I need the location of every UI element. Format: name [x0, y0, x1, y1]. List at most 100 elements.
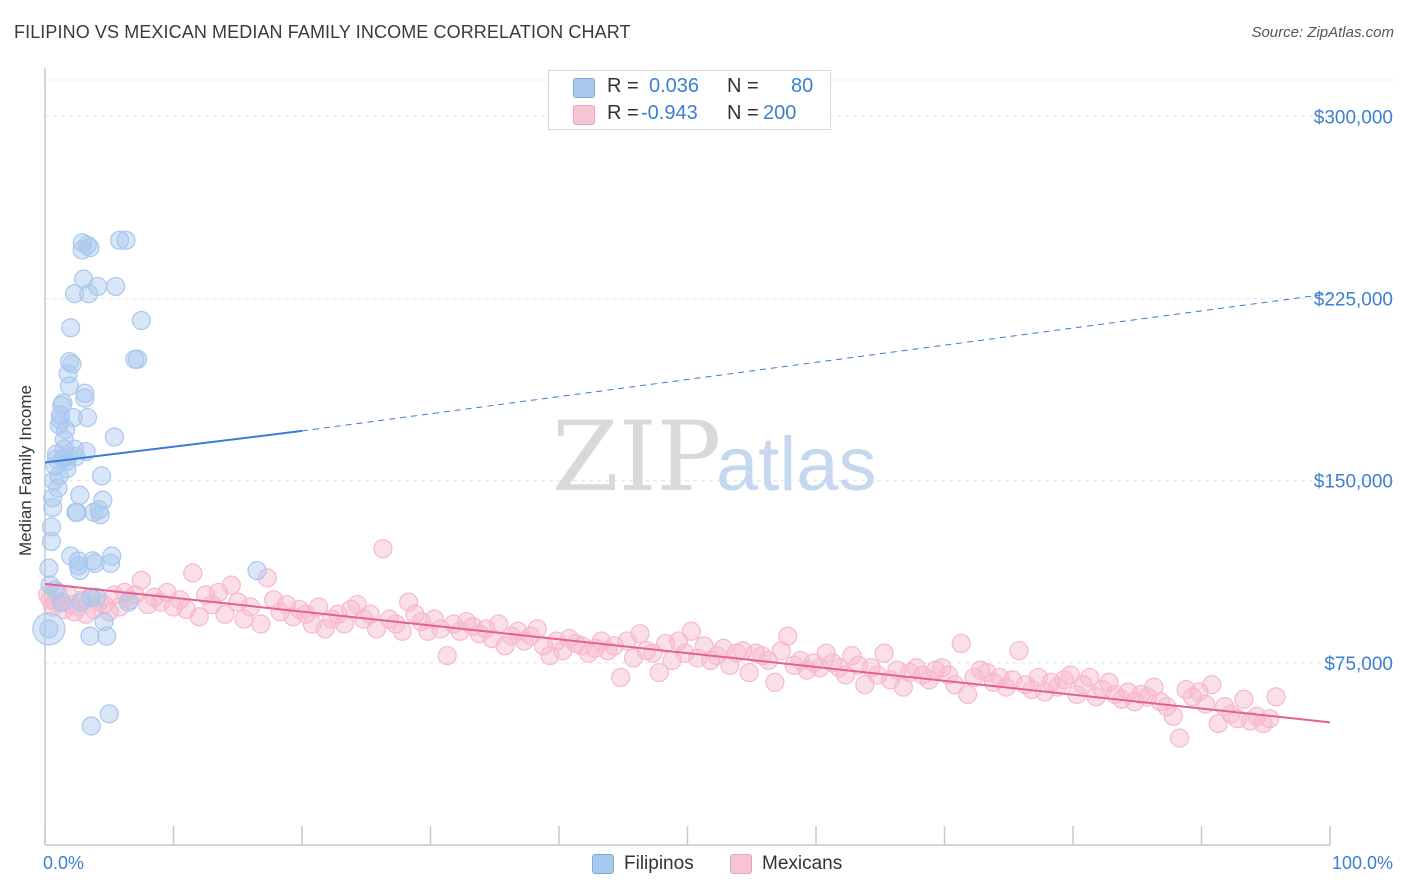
data-point-filipinos	[43, 497, 63, 518]
data-point-filipinos	[102, 546, 122, 566]
watermark-atlas: atlas	[716, 422, 877, 507]
data-point-mexicans	[945, 675, 965, 695]
data-point-mexicans	[1170, 728, 1190, 748]
data-point-filipinos	[59, 376, 80, 396]
data-point-mexicans	[221, 575, 241, 595]
data-point-mexicans	[951, 633, 971, 654]
data-point-filipinos	[75, 383, 95, 403]
legend-r-value: -0.943	[641, 102, 698, 124]
data-point-filipinos	[70, 485, 90, 505]
data-point-mexicans	[1163, 706, 1183, 726]
data-point-mexicans	[1073, 675, 1093, 695]
legend-label-mexicans: Mexicans	[762, 853, 843, 874]
data-point-mexicans	[611, 667, 631, 688]
data-point-mexicans	[842, 645, 862, 666]
source-label: Source: ZipAtlas.com	[1251, 24, 1394, 41]
data-point-filipinos	[104, 427, 124, 447]
chart-title: FILIPINO VS MEXICAN MEDIAN FAMILY INCOME…	[14, 22, 631, 42]
data-point-mexicans	[816, 643, 836, 663]
y-tick-label: $225,000	[1314, 290, 1393, 311]
data-point-filipinos	[67, 502, 87, 522]
data-point-filipinos	[118, 592, 139, 612]
data-point-filipinos	[77, 407, 98, 428]
trend-lines	[44, 293, 1331, 724]
data-point-filipinos	[90, 505, 110, 525]
data-point-filipinos	[71, 592, 91, 612]
data-point-filipinos	[88, 276, 108, 297]
legend-swatch-filipinos	[592, 854, 614, 874]
watermark: ZIP atlas	[552, 401, 877, 513]
data-point-mexicans	[591, 631, 612, 651]
data-point-mexicans	[202, 594, 222, 615]
data-point-mexicans	[1060, 665, 1081, 685]
data-point-mexicans	[739, 662, 759, 683]
data-point-mexicans	[450, 621, 470, 641]
data-point-mexicans	[964, 667, 984, 688]
data-point-mexicans	[386, 614, 406, 634]
data-point-filipinos	[55, 420, 76, 440]
data-point-mexicans	[431, 619, 451, 639]
data-point-filipinos	[62, 354, 82, 374]
data-point-mexicans	[938, 665, 958, 685]
legend-label-filipinos: Filipinos	[624, 853, 694, 874]
data-point-mexicans	[495, 636, 515, 656]
series-legend: Filipinos Mexicans	[0, 852, 1406, 878]
data-point-filipinos	[247, 560, 267, 581]
data-point-mexicans	[215, 604, 235, 624]
gridlines	[45, 79, 1395, 664]
data-point-filipinos	[41, 517, 62, 537]
trend-line-mexicans	[44, 582, 1331, 724]
data-point-filipinos	[93, 490, 113, 510]
legend-r-label: R =	[607, 102, 639, 124]
legend-n-label: N =	[727, 75, 759, 97]
legend-r-value: 0.036	[649, 75, 700, 97]
data-point-mexicans	[681, 621, 701, 641]
data-point-mexicans	[977, 662, 997, 683]
data-point-filipinos	[99, 704, 119, 724]
data-point-filipinos	[109, 230, 130, 250]
data-point-filipinos	[39, 558, 59, 578]
data-point-filipinos	[66, 446, 86, 467]
x-tick-labels: 0.0% 100.0%	[43, 853, 1393, 873]
data-point-mexicans	[437, 645, 457, 666]
data-point-mexicans	[257, 568, 277, 588]
data-point-filipinos	[63, 407, 83, 428]
data-point-filipinos	[53, 393, 73, 413]
data-point-mexicans	[720, 655, 740, 675]
data-point-filipinos	[77, 235, 98, 255]
y-tick-label: $75,000	[1324, 654, 1393, 675]
data-point-filipinos	[41, 531, 62, 552]
data-point-filipinos	[81, 716, 101, 736]
data-point-mexicans	[874, 643, 894, 663]
data-point-mexicans	[630, 624, 650, 644]
legend-swatch-mexicans	[573, 105, 595, 125]
data-point-filipinos	[43, 488, 63, 508]
data-point-mexicans	[1080, 667, 1100, 688]
data-point-filipinos	[100, 553, 121, 573]
data-point-filipinos	[39, 619, 59, 639]
x-tick-label: 0.0%	[43, 853, 84, 873]
data-point-mexicans	[228, 592, 248, 612]
data-point-mexicans	[1266, 687, 1286, 707]
correlation-legend: R = 0.036 N = 80 R = -0.943 N = 200	[548, 70, 831, 130]
legend-r-label: R =	[607, 75, 639, 97]
data-point-mexicans	[855, 675, 875, 695]
data-point-filipinos	[116, 230, 136, 250]
data-point-mexicans	[1234, 689, 1254, 709]
data-point-filipinos	[94, 611, 114, 632]
data-point-mexicans	[1208, 713, 1228, 734]
data-point-filipinos	[85, 553, 105, 573]
data-point-mexicans	[1202, 675, 1222, 695]
legend-swatch-filipinos	[573, 78, 595, 98]
data-point-mexicans	[399, 592, 419, 612]
x-tick-label: 100.0%	[1332, 853, 1393, 873]
data-point-filipinos	[91, 466, 112, 486]
data-point-mexicans	[1009, 641, 1029, 661]
data-point-mexicans	[668, 631, 689, 651]
series-filipinos	[32, 230, 267, 736]
data-point-mexicans	[392, 621, 412, 641]
data-point-mexicans	[131, 570, 151, 590]
data-point-filipinos	[68, 551, 89, 571]
data-point-mexicans	[315, 619, 335, 639]
watermark-zip: ZIP	[552, 401, 721, 513]
